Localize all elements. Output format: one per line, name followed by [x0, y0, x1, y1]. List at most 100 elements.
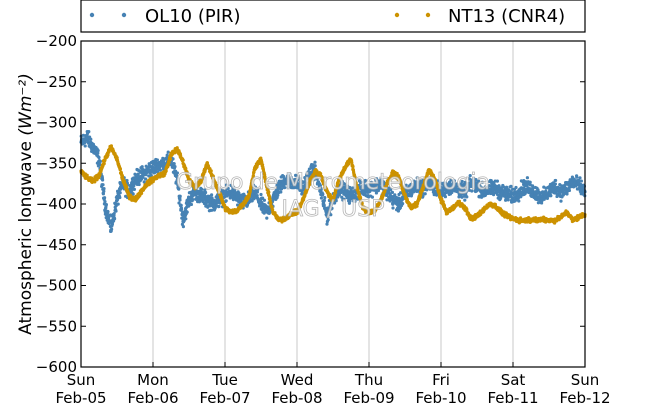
- data-point: [425, 188, 429, 192]
- data-point: [544, 189, 548, 193]
- data-point: [98, 162, 102, 167]
- data-point: [114, 209, 118, 213]
- data-point: [101, 178, 105, 182]
- data-point: [269, 201, 273, 205]
- data-point: [130, 188, 134, 193]
- data-point: [173, 165, 177, 169]
- data-point: [497, 184, 501, 188]
- data-point: [506, 198, 510, 202]
- data-point: [97, 155, 101, 160]
- data-point: [404, 183, 408, 187]
- data-point: [298, 177, 302, 181]
- data-point: [549, 194, 553, 198]
- data-point: [172, 162, 176, 166]
- data-point: [113, 217, 117, 221]
- data-point: [176, 176, 180, 180]
- data-point: [125, 178, 129, 183]
- data-point: [322, 198, 326, 202]
- data-point: [136, 172, 140, 176]
- data-point: [333, 201, 337, 205]
- data-point: [132, 187, 136, 191]
- data-point: [177, 184, 181, 188]
- data-point: [514, 185, 518, 190]
- data-point: [353, 199, 357, 204]
- data-point: [191, 197, 195, 202]
- data-point: [181, 158, 185, 162]
- data-point: [166, 150, 170, 154]
- data-point: [495, 179, 499, 183]
- data-point: [217, 204, 221, 209]
- data-point: [177, 187, 181, 191]
- data-point: [322, 203, 326, 207]
- data-point: [505, 185, 509, 189]
- data-point: [410, 182, 414, 187]
- data-point: [313, 164, 317, 168]
- data-point: [96, 151, 100, 155]
- data-point: [102, 189, 106, 193]
- data-point: [300, 192, 304, 196]
- data-point: [133, 172, 137, 176]
- data-point: [528, 180, 532, 184]
- data-point: [296, 174, 300, 179]
- data-point: [180, 207, 184, 211]
- data-point: [171, 157, 175, 161]
- data-point: [109, 144, 113, 148]
- data-point: [252, 197, 256, 201]
- data-point: [184, 217, 188, 221]
- data-point: [101, 192, 105, 196]
- data-point: [112, 211, 116, 216]
- data-point: [567, 188, 572, 193]
- data-point: [370, 195, 374, 199]
- data-point: [312, 177, 316, 182]
- data-point: [168, 157, 172, 161]
- data-point: [326, 218, 330, 222]
- data-point: [577, 179, 581, 183]
- data-point: [83, 140, 87, 145]
- data-point: [554, 178, 558, 183]
- data-point: [363, 178, 367, 183]
- data-point: [468, 173, 472, 178]
- data-point: [470, 189, 474, 193]
- data-point: [389, 188, 393, 192]
- data-point: [131, 192, 135, 196]
- data-point: [323, 196, 327, 200]
- data-point: [179, 203, 183, 207]
- data-point: [325, 222, 329, 226]
- data-point: [575, 175, 579, 179]
- data-point: [523, 191, 527, 196]
- data-point: [319, 196, 323, 200]
- data-point: [423, 192, 427, 196]
- data-point: [401, 201, 405, 206]
- data-point: [283, 186, 287, 190]
- data-point: [164, 169, 168, 173]
- data-point: [96, 148, 100, 153]
- data-point: [185, 210, 189, 214]
- data-point: [439, 185, 443, 190]
- data-point: [509, 184, 513, 188]
- data-point: [321, 192, 325, 196]
- data-point: [374, 191, 378, 195]
- data-point: [511, 196, 515, 200]
- data-point: [391, 202, 395, 206]
- data-point: [399, 191, 403, 195]
- data-point: [565, 192, 569, 196]
- data-point: [492, 191, 496, 195]
- data-point: [118, 167, 122, 171]
- data-point: [233, 189, 237, 193]
- data-point: [288, 172, 292, 176]
- data-point: [158, 168, 162, 172]
- data-point: [137, 182, 141, 187]
- data-point: [443, 195, 447, 199]
- data-point: [343, 182, 347, 186]
- data-point: [212, 198, 216, 202]
- data-point: [463, 198, 467, 202]
- data-point: [477, 179, 481, 183]
- data-point: [391, 206, 395, 210]
- data-point: [87, 130, 91, 134]
- data-point: [545, 196, 550, 201]
- data-point: [415, 204, 419, 208]
- data-point: [178, 198, 182, 202]
- data-point: [101, 183, 105, 187]
- data-point: [104, 203, 108, 207]
- data-point: [318, 184, 322, 188]
